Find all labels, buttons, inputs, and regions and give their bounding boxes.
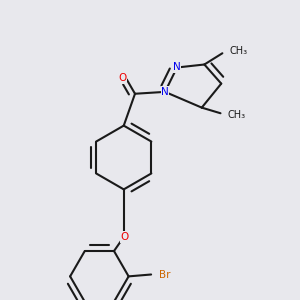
Text: CH₃: CH₃ bbox=[227, 110, 245, 120]
Text: N: N bbox=[173, 62, 181, 73]
Text: CH₃: CH₃ bbox=[229, 46, 247, 56]
Text: O: O bbox=[118, 74, 126, 83]
Text: O: O bbox=[121, 232, 129, 242]
Text: N: N bbox=[161, 87, 169, 97]
Text: Br: Br bbox=[159, 269, 171, 280]
